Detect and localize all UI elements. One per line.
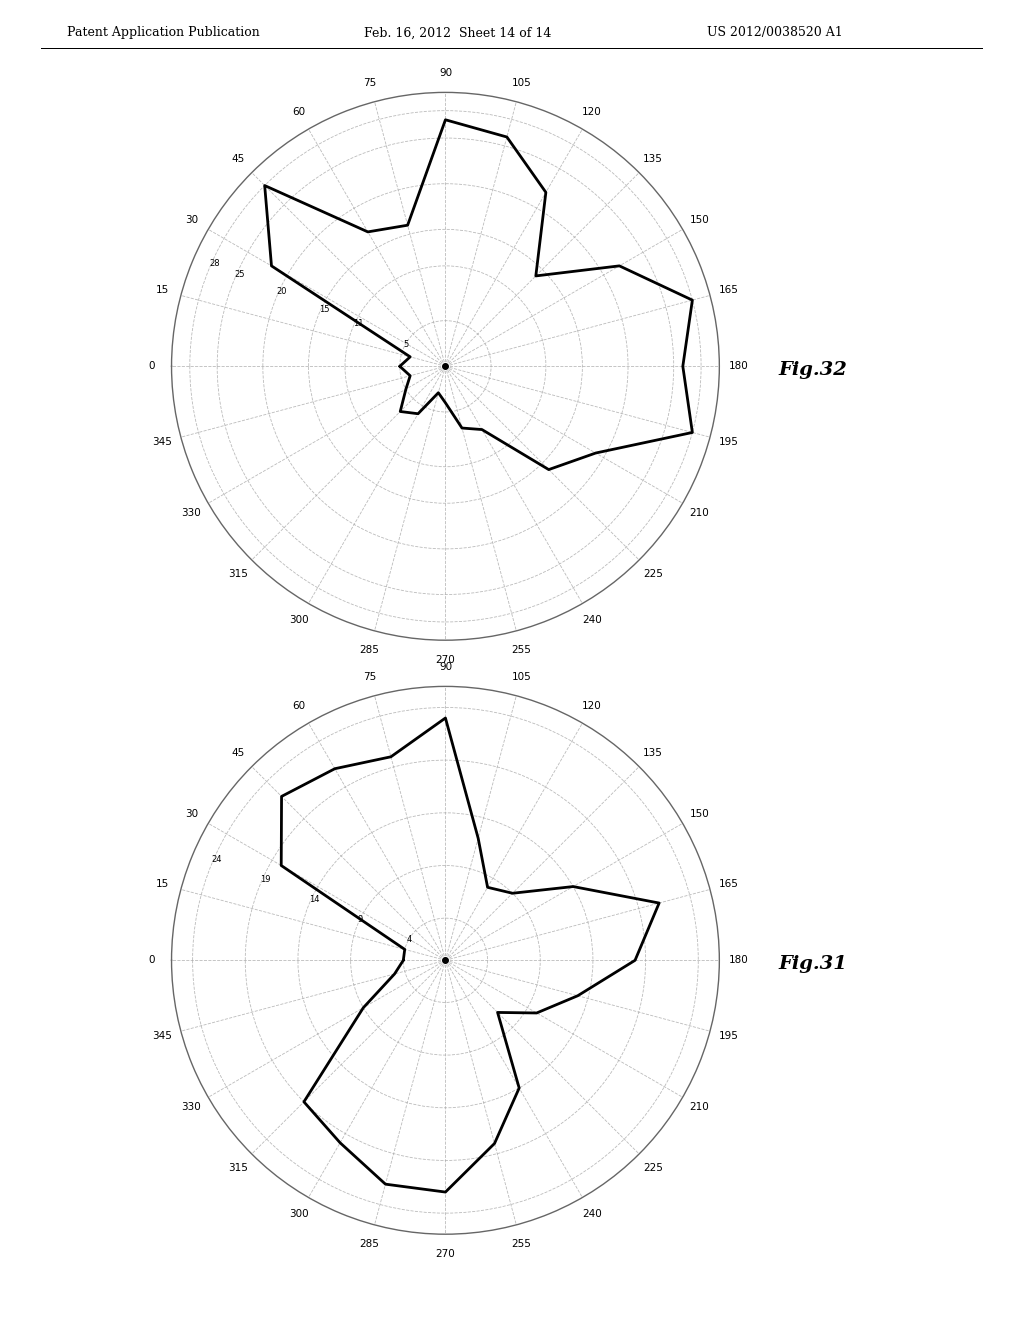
Text: Fig.31: Fig.31	[778, 954, 847, 973]
Text: Feb. 16, 2012  Sheet 14 of 14: Feb. 16, 2012 Sheet 14 of 14	[364, 26, 551, 40]
Text: Fig.32: Fig.32	[778, 360, 847, 379]
Text: Patent Application Publication: Patent Application Publication	[67, 26, 259, 40]
Text: US 2012/0038520 A1: US 2012/0038520 A1	[707, 26, 843, 40]
